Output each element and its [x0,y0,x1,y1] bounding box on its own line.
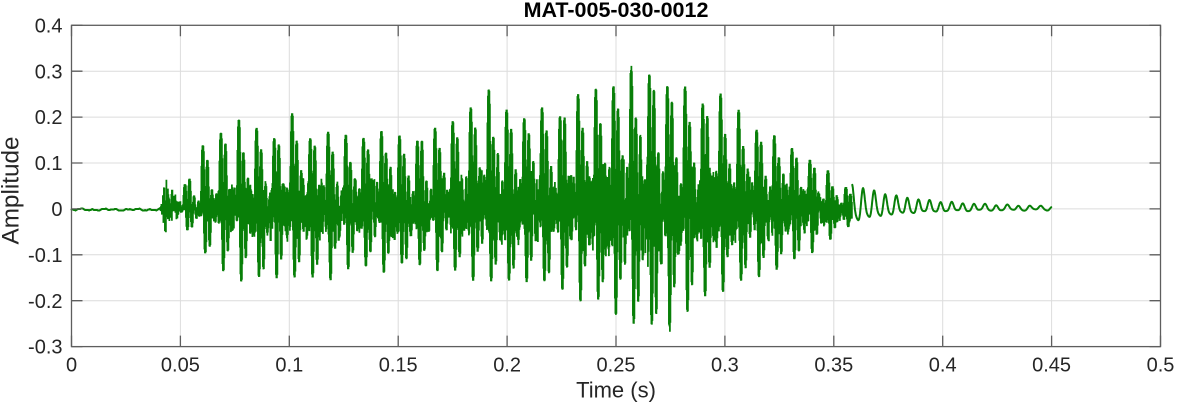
svg-text:0.35: 0.35 [814,354,853,376]
svg-text:0.15: 0.15 [379,354,418,376]
svg-text:0.4: 0.4 [35,15,63,37]
svg-text:0.2: 0.2 [493,354,521,376]
svg-text:-0.1: -0.1 [28,245,62,267]
svg-text:0.45: 0.45 [1032,354,1071,376]
svg-text:0.3: 0.3 [35,61,63,83]
svg-text:0: 0 [51,199,62,221]
svg-text:0.05: 0.05 [161,354,200,376]
svg-text:0: 0 [66,354,77,376]
svg-text:MAT-005-030-0012: MAT-005-030-0012 [524,0,709,22]
svg-text:0.25: 0.25 [597,354,636,376]
svg-text:0.2: 0.2 [35,107,63,129]
svg-text:Amplitude: Amplitude [0,136,25,244]
svg-text:0.3: 0.3 [711,354,739,376]
svg-text:0.4: 0.4 [929,354,957,376]
svg-text:-0.3: -0.3 [28,337,62,359]
svg-text:0.1: 0.1 [35,153,63,175]
svg-text:-0.2: -0.2 [28,291,62,313]
svg-text:0.5: 0.5 [1147,354,1175,376]
svg-text:0.1: 0.1 [275,354,303,376]
svg-text:Time (s): Time (s) [576,377,656,402]
